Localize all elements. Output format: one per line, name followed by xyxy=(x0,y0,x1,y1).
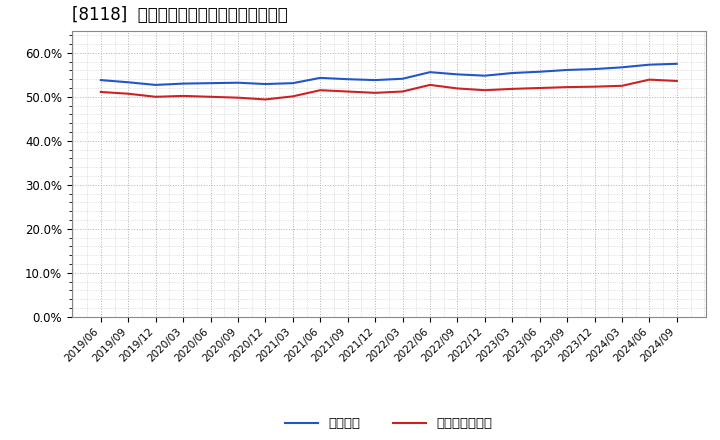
固定比率 xyxy=(371,77,379,83)
固定比率 xyxy=(536,69,544,74)
固定長期適合率 xyxy=(398,89,407,94)
固定長期適合率 xyxy=(96,89,105,95)
固定比率 xyxy=(672,61,681,66)
固定比率 xyxy=(398,76,407,81)
固定長期適合率 xyxy=(590,84,599,89)
Line: 固定比率: 固定比率 xyxy=(101,64,677,85)
固定比率 xyxy=(590,66,599,72)
Text: [8118]  固定比率、固定長期適合率の推移: [8118] 固定比率、固定長期適合率の推移 xyxy=(72,6,288,24)
固定長期適合率 xyxy=(179,93,187,99)
固定長期適合率 xyxy=(480,88,489,93)
固定長期適合率 xyxy=(426,82,434,88)
固定比率 xyxy=(563,67,572,73)
固定長期適合率 xyxy=(371,90,379,95)
固定比率 xyxy=(124,80,132,85)
固定比率 xyxy=(179,81,187,86)
固定比率 xyxy=(453,72,462,77)
Line: 固定長期適合率: 固定長期適合率 xyxy=(101,80,677,99)
固定長期適合率 xyxy=(261,97,270,102)
固定比率 xyxy=(151,82,160,88)
固定比率 xyxy=(206,81,215,86)
固定比率 xyxy=(618,65,626,70)
固定長期適合率 xyxy=(151,94,160,99)
固定長期適合率 xyxy=(233,95,242,100)
固定長期適合率 xyxy=(645,77,654,82)
固定長期適合率 xyxy=(124,91,132,96)
固定長期適合率 xyxy=(536,85,544,91)
固定比率 xyxy=(96,77,105,83)
固定比率 xyxy=(261,81,270,87)
固定長期適合率 xyxy=(453,86,462,91)
固定長期適合率 xyxy=(508,86,516,92)
固定長期適合率 xyxy=(618,83,626,88)
固定比率 xyxy=(343,77,352,82)
固定比率 xyxy=(645,62,654,67)
Legend: 固定比率, 固定長期適合率: 固定比率, 固定長期適合率 xyxy=(285,417,492,430)
固定長期適合率 xyxy=(289,94,297,99)
固定比率 xyxy=(289,81,297,86)
固定長期適合率 xyxy=(206,94,215,99)
固定長期適合率 xyxy=(343,89,352,94)
固定長期適合率 xyxy=(563,84,572,90)
固定比率 xyxy=(233,80,242,85)
固定比率 xyxy=(426,70,434,75)
固定比率 xyxy=(316,75,325,81)
固定長期適合率 xyxy=(316,88,325,93)
固定比率 xyxy=(508,70,516,76)
固定比率 xyxy=(480,73,489,78)
固定長期適合率 xyxy=(672,78,681,84)
